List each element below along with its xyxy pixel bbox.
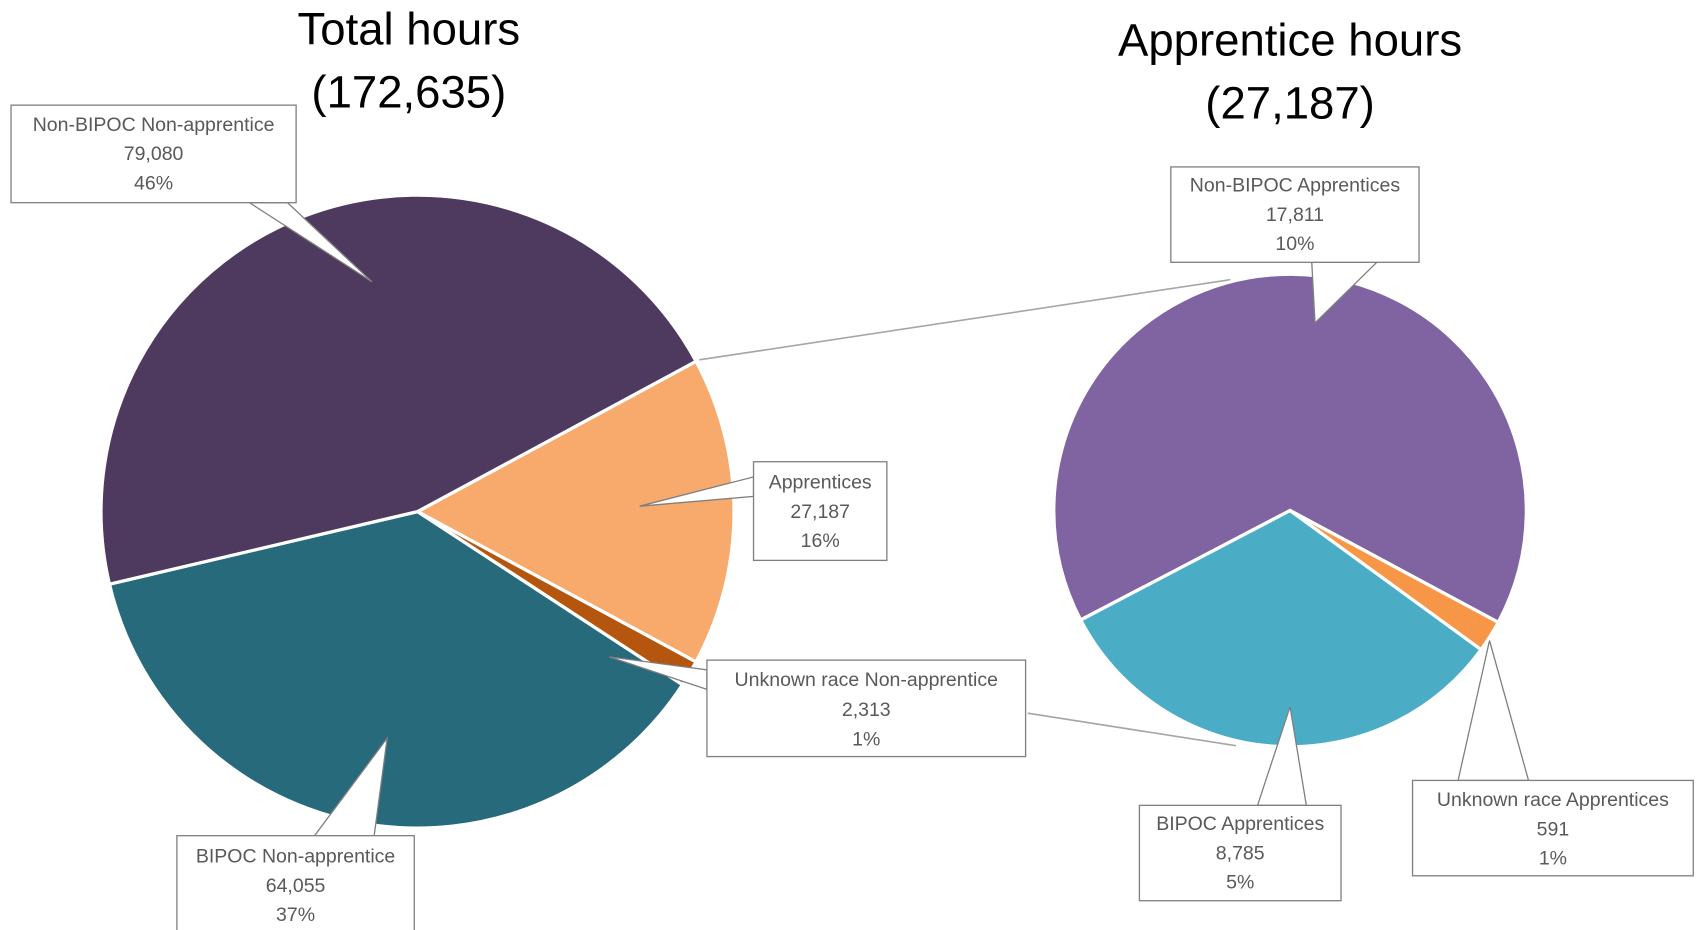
label-percent: 37% xyxy=(276,904,315,926)
pie-slice xyxy=(99,193,699,587)
connector-line xyxy=(699,278,1231,361)
pie-slice xyxy=(414,359,736,665)
callout-box xyxy=(1170,166,1420,263)
data-label: Unknown race Apprentices 591 1% xyxy=(1411,640,1694,877)
callout-box xyxy=(176,835,415,930)
connector-line xyxy=(1027,712,1236,747)
data-label: Apprentices 27,187 16% xyxy=(639,461,888,562)
label-category: Non-BIPOC Non-apprentice xyxy=(33,114,275,136)
callout-box xyxy=(10,104,297,204)
label-value: 27,187 xyxy=(790,501,850,523)
chart-title: Apprentice hours xyxy=(1118,14,1462,65)
chart-title: Total hours xyxy=(298,4,521,55)
callout-box xyxy=(1411,779,1694,877)
label-value: 79,080 xyxy=(124,143,184,165)
label-value: 2,313 xyxy=(842,699,891,721)
data-label: BIPOC Non-apprentice 64,055 37% xyxy=(176,735,415,930)
label-category: Non-BIPOC Apprentices xyxy=(1190,175,1401,197)
label-category: BIPOC Non-apprentice xyxy=(196,846,395,868)
callout-box xyxy=(752,461,888,562)
pie-slice xyxy=(1078,508,1484,749)
chart-subtitle: (172,635) xyxy=(311,66,506,117)
data-label: Unknown race Non-apprentice 2,313 1% xyxy=(609,656,1027,758)
chart-subtitle: (27,187) xyxy=(1205,77,1375,128)
data-label: Non-BIPOC Non-apprentice 79,080 46% xyxy=(10,104,373,283)
label-value: 17,811 xyxy=(1266,204,1324,226)
label-category: BIPOC Apprentices xyxy=(1156,813,1324,835)
label-percent: 5% xyxy=(1226,872,1254,894)
label-percent: 46% xyxy=(134,172,173,194)
label-percent: 1% xyxy=(852,728,880,750)
label-value: 591 xyxy=(1537,818,1570,840)
label-percent: 10% xyxy=(1275,233,1314,255)
data-label: Non-BIPOC Apprentices 17,811 10% xyxy=(1170,166,1420,325)
callout-box xyxy=(1138,804,1342,902)
callout-box xyxy=(706,659,1027,758)
pie-slice xyxy=(1052,272,1528,625)
data-label: BIPOC Apprentices 8,785 5% xyxy=(1138,706,1342,902)
label-category: Apprentices xyxy=(769,472,872,494)
label-value: 64,055 xyxy=(266,875,326,897)
label-category: Unknown race Non-apprentice xyxy=(735,669,998,691)
label-percent: 16% xyxy=(801,530,840,552)
label-percent: 1% xyxy=(1539,848,1567,870)
label-value: 8,785 xyxy=(1216,842,1265,864)
label-category: Unknown race Apprentices xyxy=(1437,789,1669,811)
